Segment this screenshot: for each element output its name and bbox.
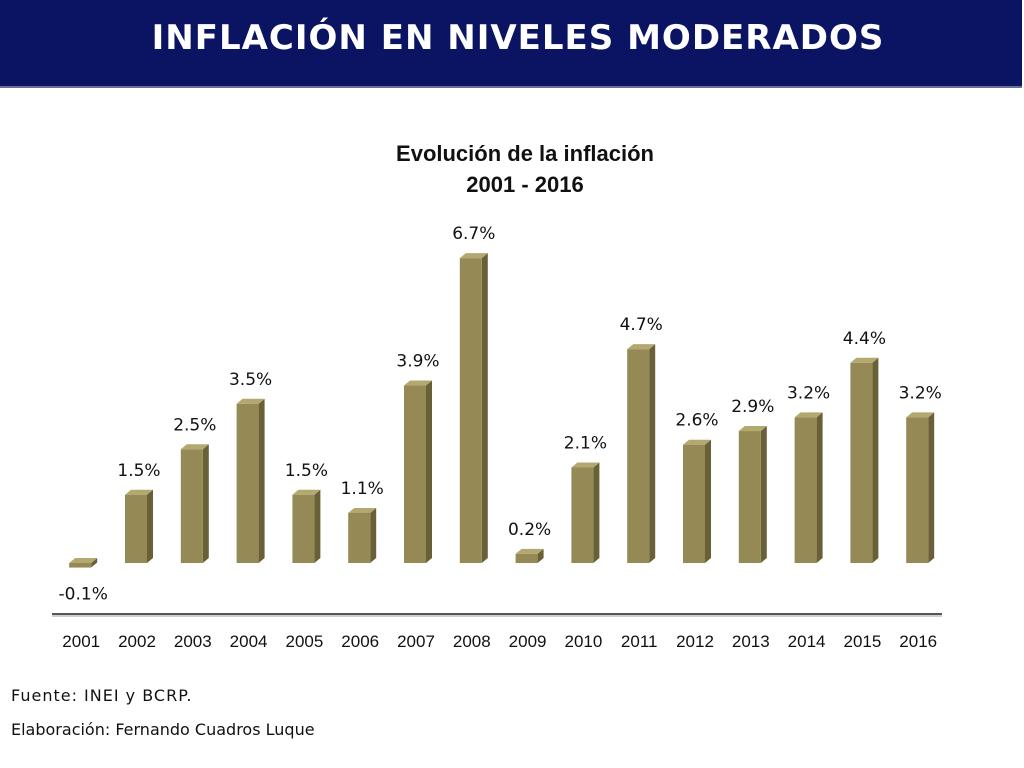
chart-subtitle: 2001 - 2016	[466, 172, 584, 197]
x-tick-label-2005: 2005	[285, 632, 323, 651]
x-tick-label-2007: 2007	[397, 632, 435, 651]
bar-top-2002	[125, 489, 153, 495]
source-note: Fuente: INEI y BCRP.	[11, 686, 193, 705]
author-note: Elaboración: Fernando Cuadros Luque	[11, 720, 315, 739]
chart-title-block: Evolución de la inflación 2001 - 2016	[320, 138, 730, 200]
data-label-2015: 4.4%	[843, 329, 886, 349]
bar-side-2005	[314, 489, 321, 563]
bar-side-2006	[370, 507, 377, 563]
bar-2014	[794, 417, 817, 563]
data-label-2009: 0.2%	[508, 520, 551, 540]
x-tick-label-2013: 2013	[732, 632, 770, 651]
bar-2002	[125, 494, 147, 563]
bar-side-2008	[481, 253, 488, 563]
bar-2007	[404, 385, 426, 563]
x-tick-label-2001: 2001	[62, 632, 100, 651]
bar-2012	[683, 444, 705, 563]
data-label-2006: 1.1%	[341, 479, 384, 499]
bar-side-2011	[649, 344, 656, 563]
bar-side-2003	[202, 444, 209, 563]
bar-top-2016	[906, 412, 935, 418]
x-tick-label-2012: 2012	[676, 632, 714, 651]
bar-top-2001	[69, 558, 98, 563]
data-label-2005: 1.5%	[285, 461, 328, 481]
bar-side-2010	[593, 462, 600, 563]
x-tick-label-2006: 2006	[341, 632, 379, 651]
bar-top-2014	[794, 412, 823, 418]
data-label-2014: 3.2%	[787, 383, 830, 403]
bar-2009	[515, 553, 538, 563]
x-tick-label-2014: 2014	[788, 632, 826, 651]
bar-top-2008	[459, 253, 488, 259]
chart-title: Evolución de la inflación	[396, 141, 654, 166]
page-title: INFLACIÓN EN NIVELES MODERADOS	[151, 18, 885, 58]
bar-2006	[348, 512, 371, 563]
bar-2004	[236, 403, 259, 563]
bar-top-2010	[571, 462, 600, 468]
x-tick-label-2016: 2016	[899, 632, 937, 651]
data-label-2012: 2.6%	[675, 411, 718, 431]
x-tick-label-2002: 2002	[118, 632, 156, 651]
x-tick-label-2010: 2010	[564, 632, 602, 651]
bar-top-2006	[348, 507, 377, 513]
bar-side-2015	[872, 357, 879, 563]
data-label-2011: 4.7%	[620, 315, 663, 335]
bar-2003	[180, 449, 203, 563]
bar-2010	[571, 467, 594, 563]
bar-2008	[459, 258, 482, 563]
bar-side-2013	[760, 426, 767, 563]
data-label-2008: 6.7%	[452, 224, 495, 244]
bar-side-2012	[705, 439, 711, 563]
bar-side-2007	[426, 380, 432, 563]
bar-side-2016	[928, 412, 935, 563]
bar-top-2009	[515, 548, 544, 554]
bar-top-2013	[738, 426, 767, 432]
bar-top-2012	[683, 439, 711, 445]
data-label-2002: 1.5%	[117, 461, 160, 481]
bar-top-2015	[850, 357, 879, 363]
data-label-2004: 3.5%	[229, 370, 272, 390]
bar-2005	[292, 494, 315, 563]
x-tick-label-2015: 2015	[843, 632, 881, 651]
bar-side-2014	[816, 412, 823, 563]
data-label-2010: 2.1%	[564, 433, 607, 453]
bar-2013	[738, 431, 761, 563]
bar-top-2004	[236, 398, 265, 404]
bar-side-2001	[91, 558, 98, 568]
bar-2011	[627, 349, 650, 563]
data-label-2007: 3.9%	[396, 352, 439, 372]
bar-side-2004	[258, 398, 265, 563]
x-tick-label-2008: 2008	[453, 632, 491, 651]
bar-2015	[850, 362, 873, 563]
header-banner: INFLACIÓN EN NIVELES MODERADOS	[0, 0, 1022, 88]
bar-top-2003	[180, 444, 209, 450]
x-tick-label-2011: 2011	[621, 632, 658, 651]
bar-2001	[69, 563, 92, 568]
bar-top-2011	[627, 344, 656, 350]
data-label-2013: 2.9%	[731, 397, 774, 417]
bar-side-2009	[537, 548, 544, 563]
data-label-2001: -0.1%	[59, 585, 108, 605]
x-tick-label-2004: 2004	[230, 632, 268, 651]
x-tick-label-2009: 2009	[509, 632, 547, 651]
data-label-2003: 2.5%	[173, 415, 216, 435]
bar-2016	[906, 417, 929, 563]
data-label-2016: 3.2%	[899, 383, 942, 403]
bar-side-2002	[147, 489, 153, 563]
x-tick-label-2003: 2003	[174, 632, 212, 651]
bar-top-2005	[292, 489, 321, 495]
bar-top-2007	[404, 380, 432, 386]
